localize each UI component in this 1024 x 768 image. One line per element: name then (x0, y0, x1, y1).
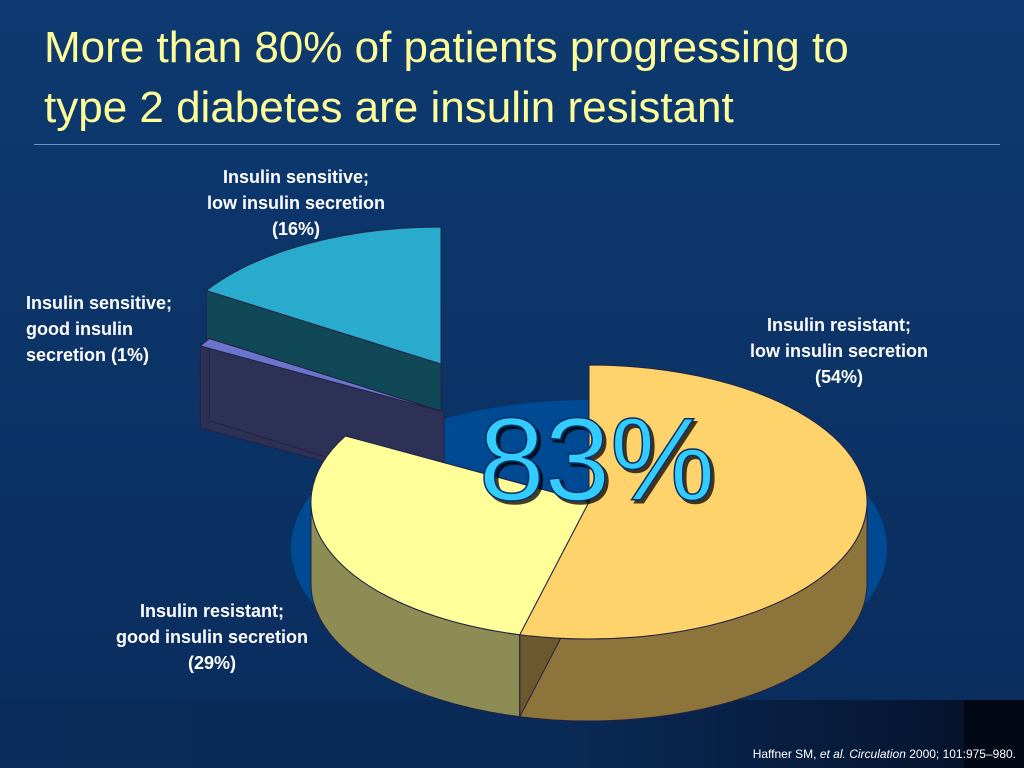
citation-details: 2000; 101:975–980. (905, 747, 1016, 761)
title-line-1: More than 80% of patients progressing to (44, 23, 849, 72)
title-divider (34, 144, 1000, 145)
slice-resistant-low-top (519, 364, 868, 640)
label-line: low insulin secretion (749, 341, 929, 361)
label-value: secretion (1%) (26, 345, 150, 365)
label-line: Insulin resistant; (139, 601, 285, 621)
label-value: (29%) (187, 653, 236, 673)
pie-slices (199, 226, 868, 722)
slice-resistant-good-top (310, 435, 590, 636)
label-line: Insulin resistant; (766, 315, 912, 335)
label-line: low insulin secretion (206, 193, 386, 213)
label-line: Insulin sensitive; (222, 167, 370, 187)
label-sensitive-good: Insulin sensitive; good insulin secretio… (26, 290, 226, 368)
label-line: good insulin secretion (115, 627, 308, 647)
citation-etal: et al. (819, 747, 850, 761)
slice-sensitive-good-top (199, 338, 445, 413)
citation-journal: Circulation (849, 747, 906, 761)
label-resistant-low: Insulin resistant; low insulin secretion… (696, 312, 982, 390)
label-value: (54%) (814, 367, 863, 387)
slice-sensitive-low-top (205, 226, 442, 365)
label-value: (16%) (271, 219, 320, 239)
title-line-2: type 2 diabetes are insulin resistant (44, 82, 734, 132)
label-resistant-good: Insulin resistant; good insulin secretio… (76, 598, 348, 676)
citation: Haffner SM, et al. Circulation 2000; 101… (753, 747, 1016, 761)
label-line: Insulin sensitive; (26, 293, 173, 313)
citation-authors: Haffner SM, (752, 747, 820, 761)
label-sensitive-low: Insulin sensitive; low insulin secretion… (166, 164, 426, 242)
label-line: good insulin (26, 319, 133, 339)
highlight-percent: 83% (479, 394, 715, 526)
bottom-dark-block (964, 700, 1024, 768)
slide-title: More than 80% of patients progressing to… (44, 18, 1004, 138)
